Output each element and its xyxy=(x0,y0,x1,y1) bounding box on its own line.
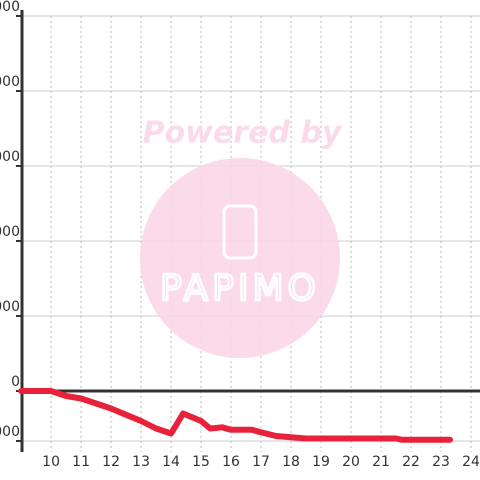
x-tick-label: 24 xyxy=(462,454,480,470)
x-tick-label: 21 xyxy=(372,454,390,470)
x-tick-label: 10 xyxy=(42,454,60,470)
watermark-icon xyxy=(222,204,258,260)
x-tick-label: 16 xyxy=(222,454,240,470)
x-tick-label: 14 xyxy=(162,454,180,470)
x-tick-label: 17 xyxy=(252,454,270,470)
x-tick-label: 18 xyxy=(282,454,300,470)
watermark-text: Powered by xyxy=(143,116,343,151)
y-tick-label: 150,000 xyxy=(0,0,20,15)
data-line xyxy=(18,388,453,443)
watermark-logo: PAPIMO xyxy=(160,268,320,309)
y-tick-label: 60,000 xyxy=(0,224,20,240)
x-tick-label: 13 xyxy=(132,454,150,470)
y-tick-label: 120,000 xyxy=(0,74,20,90)
x-tick-label: 22 xyxy=(402,454,420,470)
y-tick-label: -20,000 xyxy=(0,424,20,440)
x-tick-label: 23 xyxy=(432,454,450,470)
x-tick-label: 19 xyxy=(312,454,330,470)
y-tick-label: 30,000 xyxy=(0,299,20,315)
x-tick-label: 12 xyxy=(102,454,120,470)
x-tick-label: 15 xyxy=(192,454,210,470)
x-tick-label: 20 xyxy=(342,454,360,470)
x-tick-label: 11 xyxy=(72,454,90,470)
y-tick-label: 0 xyxy=(11,374,20,390)
watermark: Powered by PAPIMO xyxy=(140,116,343,358)
y-tick-label: 90,000 xyxy=(0,149,20,165)
